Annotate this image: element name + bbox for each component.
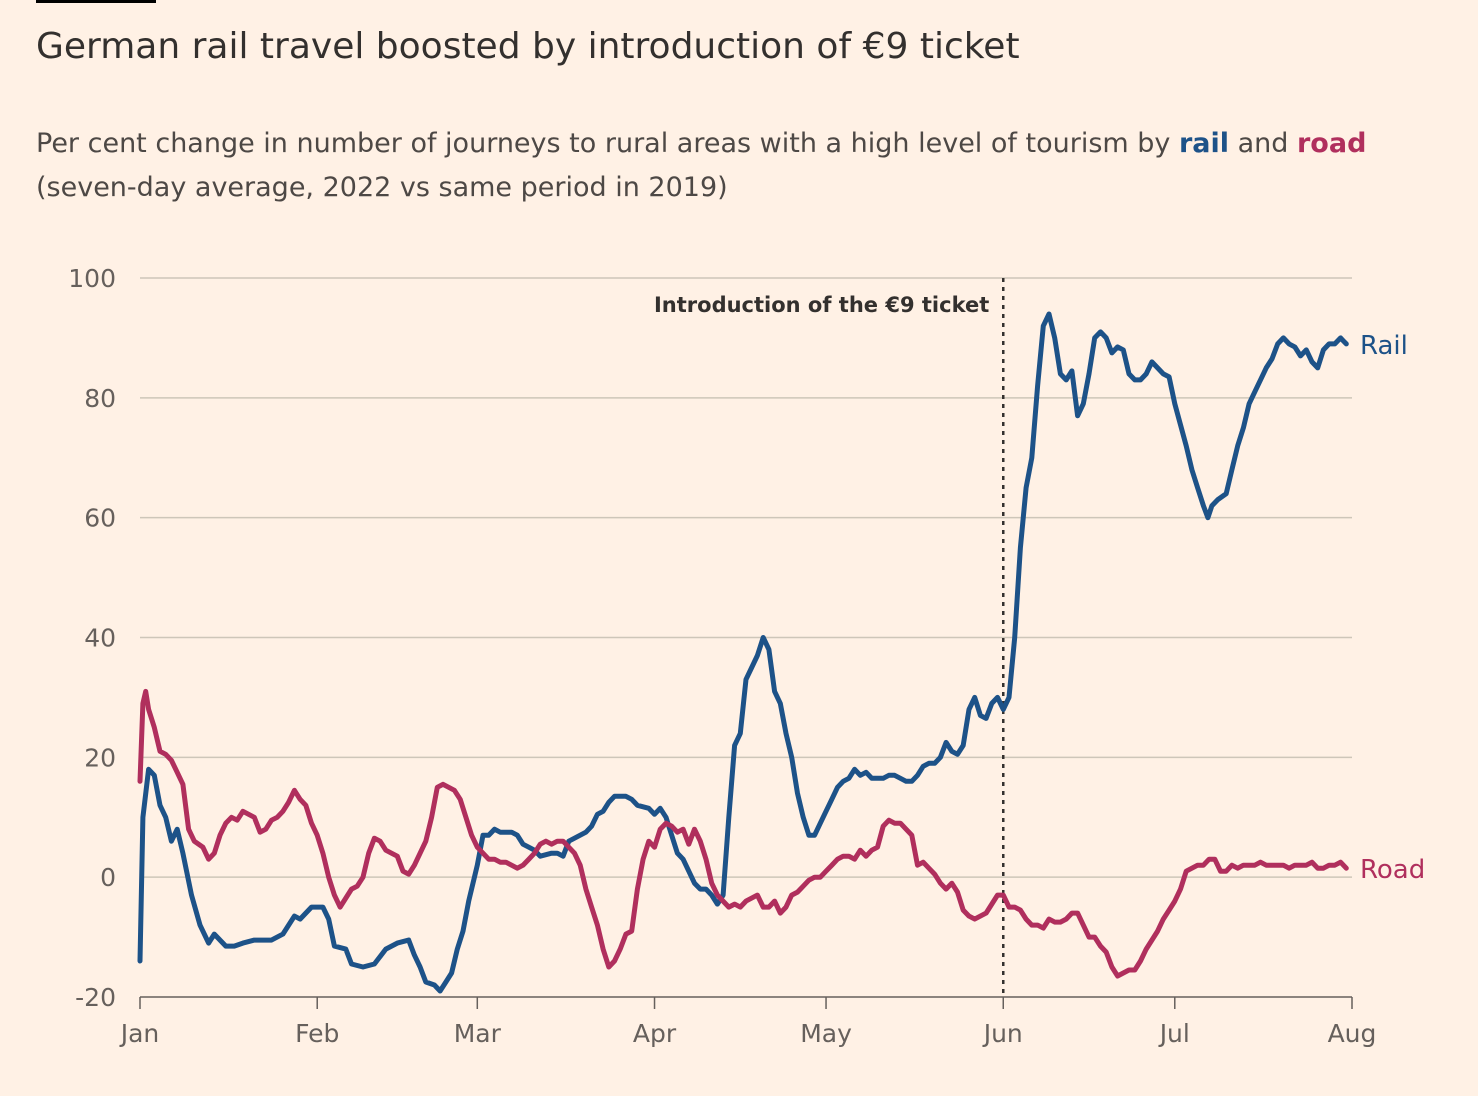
subtitle-and-word: and xyxy=(1229,128,1297,159)
x-tick-label: Jul xyxy=(1158,1019,1190,1048)
subtitle-line2: (seven-day average, 2022 vs same period … xyxy=(36,172,728,203)
subtitle-rail-word: rail xyxy=(1178,128,1230,159)
x-tick-label: Feb xyxy=(295,1019,339,1048)
x-tick-label: Jan xyxy=(119,1019,160,1048)
y-tick-label: 20 xyxy=(84,743,116,772)
y-tick-label: 60 xyxy=(84,504,116,533)
y-tick-label: -20 xyxy=(75,983,116,1012)
subtitle-road-word: road xyxy=(1296,128,1367,159)
y-tick-label: 80 xyxy=(84,384,116,413)
chart-subtitle: Per cent change in number of journeys to… xyxy=(36,122,1436,210)
y-tick-label: 40 xyxy=(84,624,116,653)
x-tick-label: Jun xyxy=(982,1019,1023,1048)
series-line-rail xyxy=(137,311,1349,994)
y-tick-label: 0 xyxy=(100,863,116,892)
header-rule xyxy=(36,0,156,3)
x-tick-label: Apr xyxy=(633,1019,677,1048)
x-tick-label: Mar xyxy=(454,1019,502,1048)
subtitle-text: Per cent change in number of journeys to… xyxy=(36,128,1179,159)
series-line-road xyxy=(137,688,1349,979)
series-label-rail: Rail xyxy=(1360,331,1408,361)
x-tick-label: Aug xyxy=(1328,1019,1377,1048)
series-label-road: Road xyxy=(1360,855,1425,885)
annotation-label: Introduction of the €9 ticket xyxy=(654,293,989,317)
y-tick-label: 100 xyxy=(68,264,116,293)
x-tick-label: May xyxy=(800,1019,852,1048)
chart-title: German rail travel boosted by introducti… xyxy=(36,26,1020,67)
